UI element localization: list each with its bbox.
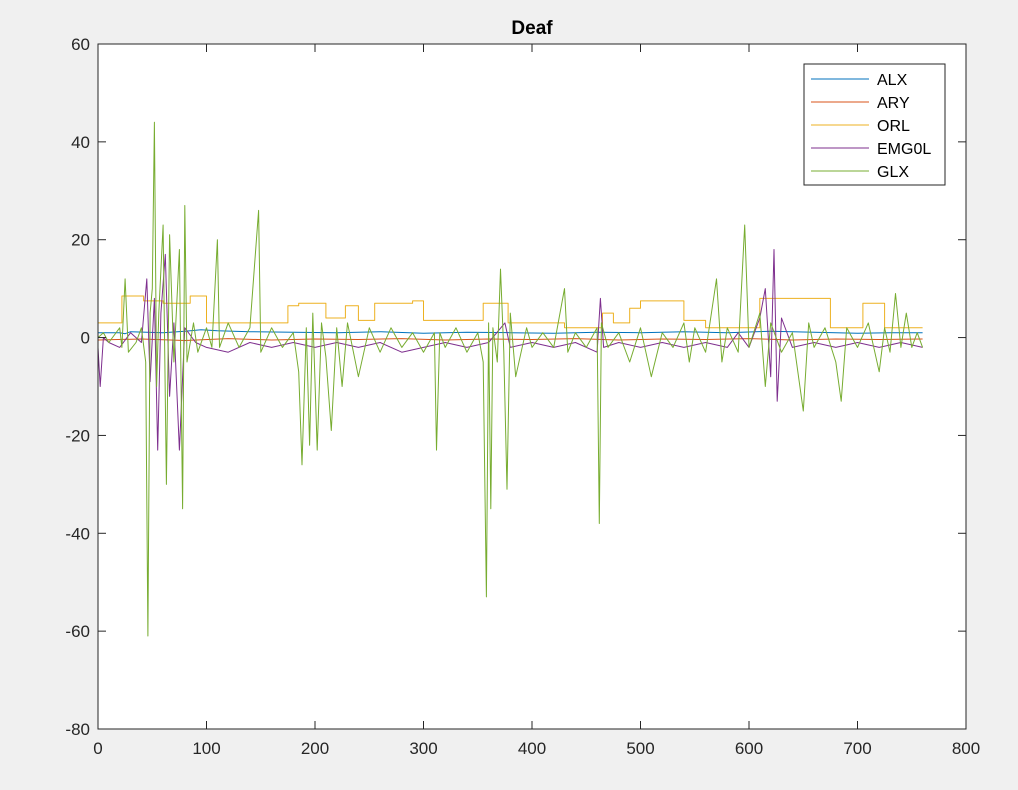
series-layer (97, 121, 924, 637)
legend-label-emg0l: EMG0L (877, 141, 931, 158)
x-tick-label: 400 (518, 739, 546, 758)
y-tick-label: 20 (71, 231, 90, 250)
legend-label-orl: ORL (877, 118, 910, 135)
x-tick-label: 100 (192, 739, 220, 758)
series-line-glx (97, 121, 924, 637)
legend: ALX ARY ORL EMG0L GLX (803, 63, 946, 186)
legend-label-alx: ALX (877, 72, 908, 89)
x-tick-label: 0 (93, 739, 102, 758)
x-tick-label: 300 (409, 739, 437, 758)
y-tick-label: 60 (71, 35, 90, 54)
series-line-alx (98, 329, 923, 335)
y-tick-label: 0 (81, 329, 90, 348)
y-tick-label: -20 (65, 426, 90, 445)
legend-label-glx: GLX (877, 164, 909, 181)
y-tick-label: -40 (65, 524, 90, 543)
axis-ticks (97, 43, 967, 730)
y-tick-label: -80 (65, 720, 90, 739)
y-tick-label: -60 (65, 622, 90, 641)
legend-label-ary: ARY (877, 95, 910, 112)
series-line-emg0l (97, 249, 923, 451)
x-tick-label: 500 (626, 739, 654, 758)
chart-title: Deaf (511, 18, 553, 39)
x-tick-label: 700 (843, 739, 871, 758)
y-tick-labels: -80 -60 -40 -20 0 20 40 60 (65, 35, 90, 739)
x-tick-label: 200 (301, 739, 329, 758)
y-tick-label: 40 (71, 133, 90, 152)
x-tick-label: 800 (952, 739, 980, 758)
series-line-orl (98, 295, 923, 329)
x-tick-label: 600 (735, 739, 763, 758)
x-tick-labels: 0 100 200 300 400 500 600 700 800 (93, 739, 980, 758)
